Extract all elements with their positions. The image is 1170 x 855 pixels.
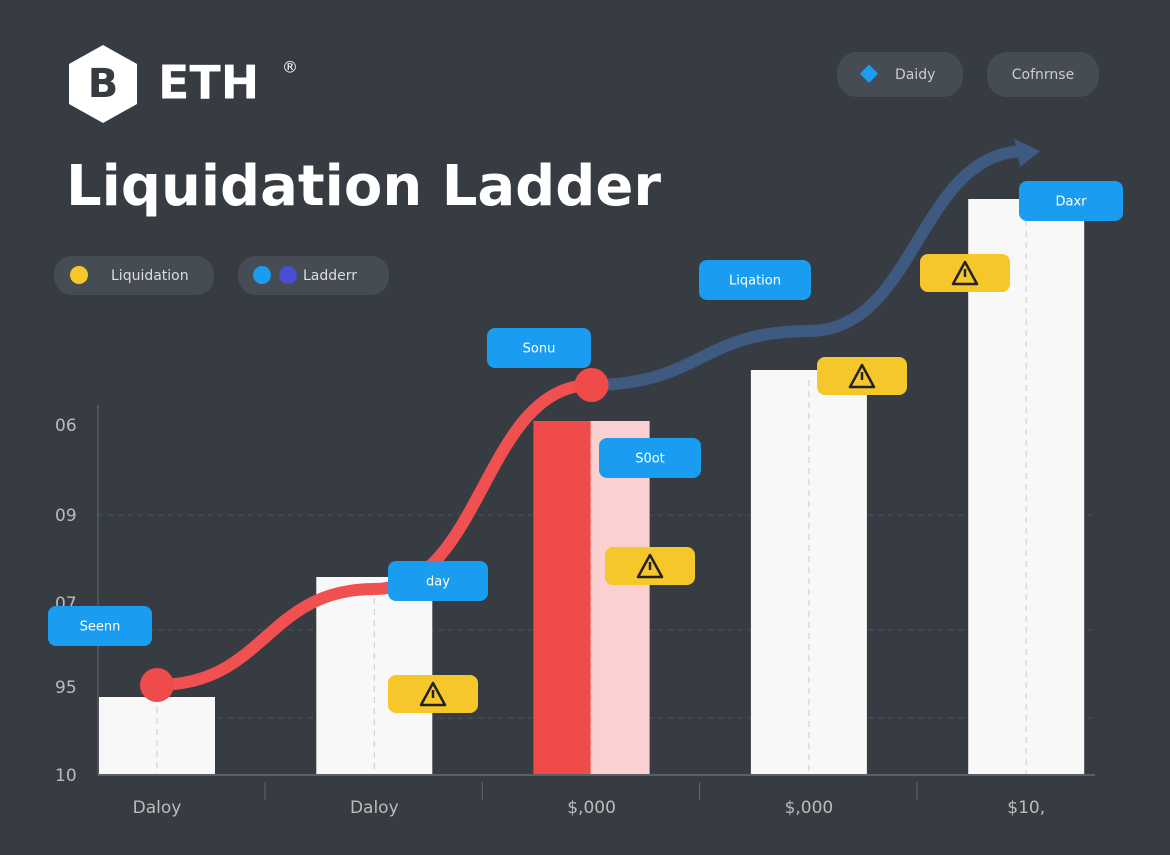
callout: [48, 606, 152, 646]
brand: ETH: [158, 56, 259, 110]
y-label: 95: [55, 678, 77, 698]
warning-icon: [419, 681, 447, 707]
button[interactable]: Daidy: [837, 52, 963, 97]
title: Liquidation Ladder: [66, 154, 661, 219]
bar-highlight: [533, 421, 591, 775]
callout: [487, 328, 591, 368]
registered: ®: [282, 58, 298, 77]
callout: [388, 561, 488, 601]
button-label[interactable]: Daidy: [895, 67, 935, 83]
callout-label: S0ot: [635, 452, 665, 467]
x-label: Daloy: [350, 798, 399, 818]
callout: [599, 438, 701, 478]
warning-icon: [951, 260, 979, 286]
button[interactable]: Cofnrnse: [987, 52, 1099, 97]
callout-label: day: [426, 575, 450, 590]
x-label: $,000: [567, 798, 616, 818]
callout-label: Seenn: [80, 620, 121, 635]
arrow-head: [1014, 139, 1041, 167]
y-label: 09: [55, 506, 77, 526]
legend-label: Liquidation: [111, 268, 189, 284]
y-label: 10: [55, 766, 77, 786]
svg-text:B: B: [88, 61, 119, 107]
legend-label: Ladderr: [303, 268, 357, 284]
callout-label: Daxr: [1055, 195, 1087, 210]
y-label: 06: [55, 416, 77, 436]
legend-item: Liquidation: [54, 256, 214, 295]
callout-label: Sonu: [523, 342, 556, 357]
legend-item: Ladderr: [238, 256, 389, 295]
callout: [699, 260, 811, 300]
callout: [1019, 181, 1123, 221]
x-label: Daloy: [133, 798, 182, 818]
line-point: [140, 668, 174, 702]
line: [585, 145, 1033, 391]
line: [151, 379, 598, 691]
warning-icon: [636, 553, 664, 579]
line-point: [574, 368, 609, 402]
callout-label: Liqation: [729, 274, 781, 289]
button-label[interactable]: Cofnrnse: [1012, 67, 1074, 83]
logo: B: [69, 45, 137, 123]
warning-icon: [848, 363, 876, 389]
x-label: $,000: [785, 798, 834, 818]
x-label: $10,: [1007, 798, 1045, 818]
